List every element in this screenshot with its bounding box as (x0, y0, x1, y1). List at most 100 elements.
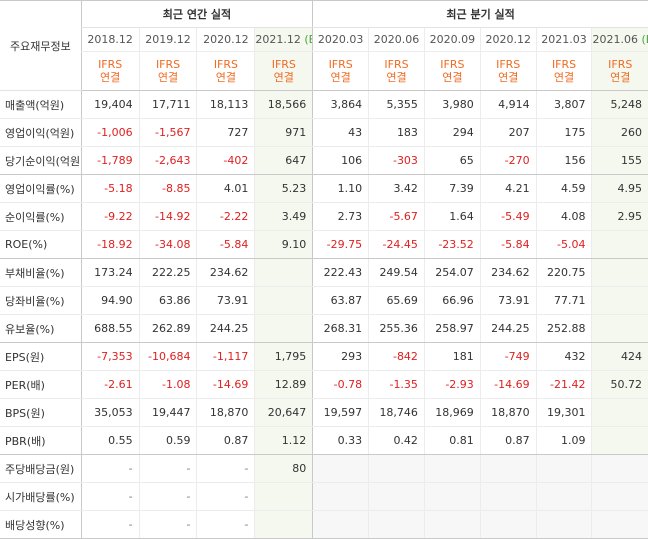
value-cell: -9.22 (80, 202, 140, 231)
period-label: 2018.12 (87, 33, 133, 46)
value-cell: - (80, 482, 140, 511)
consolidated-label: 연결 (498, 71, 519, 84)
value-cell (591, 510, 648, 539)
value-cell: 252.88 (535, 314, 592, 343)
ifrs-label: IFRS (384, 58, 409, 71)
row-label: PER(배) (0, 370, 82, 399)
value-cell: -14.69 (196, 370, 255, 399)
value-cell: 268.31 (312, 314, 369, 343)
value-cell (591, 258, 648, 287)
row-label: EPS(원) (0, 342, 82, 371)
row-label: 당좌비율(%) (0, 286, 82, 315)
value-cell: - (80, 510, 140, 539)
value-cell: 63.86 (138, 286, 197, 315)
value-cell: 234.62 (479, 258, 537, 287)
value-cell: -5.84 (479, 230, 537, 259)
value-cell: 19,404 (80, 90, 140, 119)
value-cell: -402 (196, 146, 255, 175)
value-cell: 94.90 (80, 286, 140, 315)
consolidated-label: 연결 (553, 71, 575, 84)
value-cell (591, 286, 648, 315)
value-cell: 0.81 (423, 426, 481, 455)
value-cell: 4.21 (479, 174, 537, 203)
value-cell: 3.42 (368, 174, 425, 203)
table-row: 배당성향(%) - - - (0, 510, 648, 539)
value-cell: 4.59 (535, 174, 592, 203)
value-cell: 18,870 (196, 398, 255, 427)
value-cell: 63.87 (312, 286, 369, 315)
value-cell: 424 (591, 342, 648, 371)
accounting-standard-cell: IFRS 연결 (196, 51, 255, 91)
accounting-standard-cell: IFRS 연결 (535, 51, 592, 91)
value-cell: -1,117 (196, 342, 255, 371)
ifrs-label: IFRS (155, 58, 181, 71)
value-cell: 183 (368, 118, 425, 147)
value-cell: 66.96 (423, 286, 481, 315)
value-cell: -7,353 (80, 342, 140, 371)
value-cell: 727 (196, 118, 255, 147)
value-cell: - (196, 482, 255, 511)
value-cell: -24.45 (368, 230, 425, 259)
table-row: ROE(%) -18.92 -34.08 -5.84 9.10 -29.75 -24.45-… (0, 230, 648, 259)
value-cell (254, 482, 313, 511)
value-cell: 2.95 (591, 202, 648, 231)
value-cell: -14.92 (138, 202, 197, 231)
value-cell: 18,746 (368, 398, 425, 427)
ifrs-label: IFRS (213, 58, 239, 71)
accounting-standard-cell: IFRS 연결 (138, 51, 197, 91)
table-row: 당기순이익(억원) -1,789 -2,643 -402 647 106 -303 65 -27… (0, 146, 648, 175)
value-cell: 5.23 (254, 174, 313, 203)
row-label: PBR(배) (0, 426, 82, 455)
row-label: 시가배당률(%) (0, 482, 82, 511)
value-cell: -2,643 (138, 146, 197, 175)
accounting-standard-cell: IFRS 연결 (591, 51, 648, 91)
value-cell: 73.91 (479, 286, 537, 315)
value-cell: 255.36 (368, 314, 425, 343)
value-cell: 222.43 (312, 258, 369, 287)
period-header: 2020.12 (196, 27, 255, 52)
row-label: BPS(원) (0, 398, 82, 427)
value-cell: 1.64 (423, 202, 481, 231)
value-cell: 432 (535, 342, 592, 371)
value-cell (591, 314, 648, 343)
value-cell: 19,447 (138, 398, 197, 427)
period-label: 2019.12 (145, 33, 191, 46)
value-cell: 234.62 (196, 258, 255, 287)
value-cell: - (80, 454, 140, 483)
value-cell: 7.39 (423, 174, 481, 203)
period-header: 2021.06 (E) (591, 27, 648, 52)
value-cell: 18,870 (479, 398, 537, 427)
value-cell (423, 510, 481, 539)
accounting-standard-cell: IFRS 연결 (368, 51, 425, 91)
consolidated-label: 연결 (442, 71, 463, 84)
value-cell: -2.61 (80, 370, 140, 399)
value-cell (423, 482, 481, 511)
value-cell: -2.22 (196, 202, 255, 231)
value-cell: -842 (368, 342, 425, 371)
value-cell: -8.85 (138, 174, 197, 203)
annual-group-header: 최근 연간 실적 (80, 0, 313, 28)
accounting-standard-cell: IFRS 연결 (479, 51, 537, 91)
value-cell: 244.25 (479, 314, 537, 343)
quarter-group-header: 최근 분기 실적 (312, 0, 648, 28)
row-label: 주당배당금(원) (0, 454, 82, 483)
value-cell: 19,301 (535, 398, 592, 427)
value-cell: 50.72 (591, 370, 648, 399)
table-row: EPS(원) -7,353 -10,684 -1,117 1,795 293 -842 181… (0, 342, 648, 371)
value-cell: - (138, 482, 197, 511)
period-label: 2020.06 (373, 33, 420, 46)
value-cell: 181 (423, 342, 481, 371)
ifrs-label: IFRS (98, 58, 123, 71)
value-cell: -1,006 (80, 118, 140, 147)
row-label: 영업이익(억원) (0, 118, 82, 147)
consolidated-label: 연결 (215, 71, 237, 84)
consolidated-label: 연결 (157, 71, 179, 84)
value-cell: 0.55 (80, 426, 140, 455)
table-row: PER(배) -2.61 -1.08 -14.69 12.89 -0.78 -1.35 -2.… (0, 370, 648, 399)
value-cell (591, 482, 648, 511)
value-cell: 222.25 (138, 258, 197, 287)
value-cell (591, 426, 648, 455)
value-cell: 1.12 (254, 426, 313, 455)
table-row: 주당배당금(원) - - -80 (0, 454, 648, 483)
value-cell (368, 510, 425, 539)
